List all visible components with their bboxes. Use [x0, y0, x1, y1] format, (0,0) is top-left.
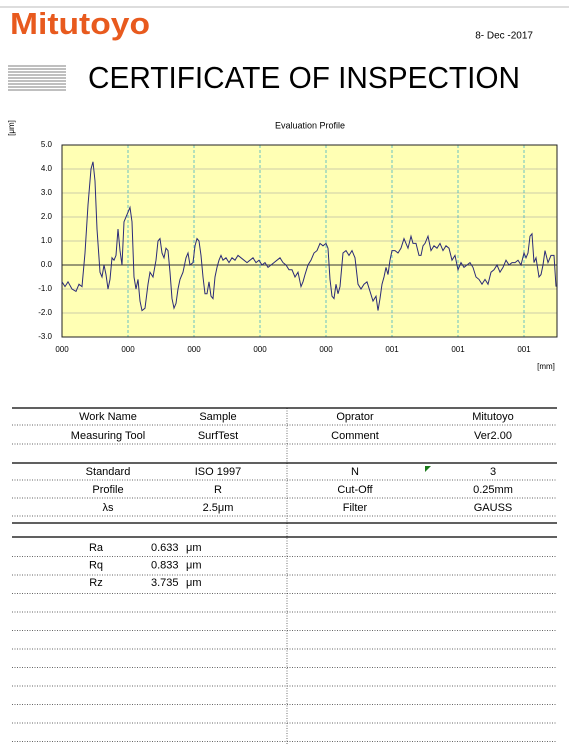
cell-marker	[425, 466, 431, 472]
cell-text: Measuring Tool	[71, 430, 145, 442]
plot-border	[61, 144, 558, 338]
x-tick-label: 001	[517, 345, 531, 354]
cell-text: 0.25mm	[473, 484, 513, 496]
cell-text: Cut-Off	[337, 484, 373, 496]
y-tick-label: 2.0	[41, 212, 53, 221]
cell-text: Ver2.00	[474, 430, 512, 442]
cell-text: Mitutoyo	[472, 411, 514, 423]
y-tick-label: 1.0	[41, 236, 53, 245]
cell-text: Standard	[86, 466, 131, 478]
cell-text: Filter	[343, 502, 368, 514]
x-tick-label: 000	[187, 345, 201, 354]
cell-text: Comment	[331, 430, 379, 442]
result-name: Rz	[89, 577, 102, 589]
x-tick-label: 001	[451, 345, 465, 354]
x-axis-label: [mm]	[537, 362, 555, 371]
y-tick-label: -3.0	[38, 332, 52, 341]
cell-text: N	[351, 466, 359, 478]
date: 8- Dec -2017	[475, 31, 533, 42]
cell-text: R	[214, 484, 222, 496]
result-name: Rq	[89, 560, 103, 572]
y-tick-label: -1.0	[38, 284, 52, 293]
chart-title: Evaluation Profile	[275, 120, 345, 130]
result-unit: μm	[186, 542, 202, 554]
y-tick-label: 5.0	[41, 140, 53, 149]
x-tick-label: 000	[121, 345, 135, 354]
result-unit: μm	[186, 577, 202, 589]
x-tick-label: 000	[55, 345, 69, 354]
doc-title: CERTIFICATE OF INSPECTION	[88, 60, 520, 95]
cell-text: SurfTest	[198, 430, 238, 442]
cell-text: Work Name	[79, 411, 137, 423]
cell-text: 3	[490, 466, 496, 478]
result-unit: μm	[186, 560, 202, 572]
y-tick-label: 4.0	[41, 164, 53, 173]
cell-text: 2.5μm	[203, 502, 234, 514]
result-value: 0.633	[151, 542, 179, 554]
x-tick-label: 000	[253, 345, 267, 354]
result-name: Ra	[89, 542, 104, 554]
result-value: 0.833	[151, 560, 179, 572]
y-tick-label: 0.0	[41, 260, 53, 269]
x-tick-label: 001	[385, 345, 399, 354]
logo: Mitutoyo	[10, 6, 150, 41]
cell-text: ISO 1997	[195, 466, 241, 478]
y-axis-label: [μm]	[7, 120, 16, 136]
result-value: 3.735	[151, 577, 179, 589]
cell-text: Oprator	[336, 411, 374, 423]
cell-text: λs	[103, 502, 115, 514]
x-tick-label: 000	[319, 345, 333, 354]
y-tick-label: 3.0	[41, 188, 53, 197]
cell-text: Profile	[92, 484, 123, 496]
y-tick-label: -2.0	[38, 308, 52, 317]
cell-text: Sample	[199, 411, 236, 423]
cell-text: GAUSS	[474, 502, 513, 514]
title-hatch	[8, 65, 66, 91]
profile-line	[61, 161, 557, 312]
